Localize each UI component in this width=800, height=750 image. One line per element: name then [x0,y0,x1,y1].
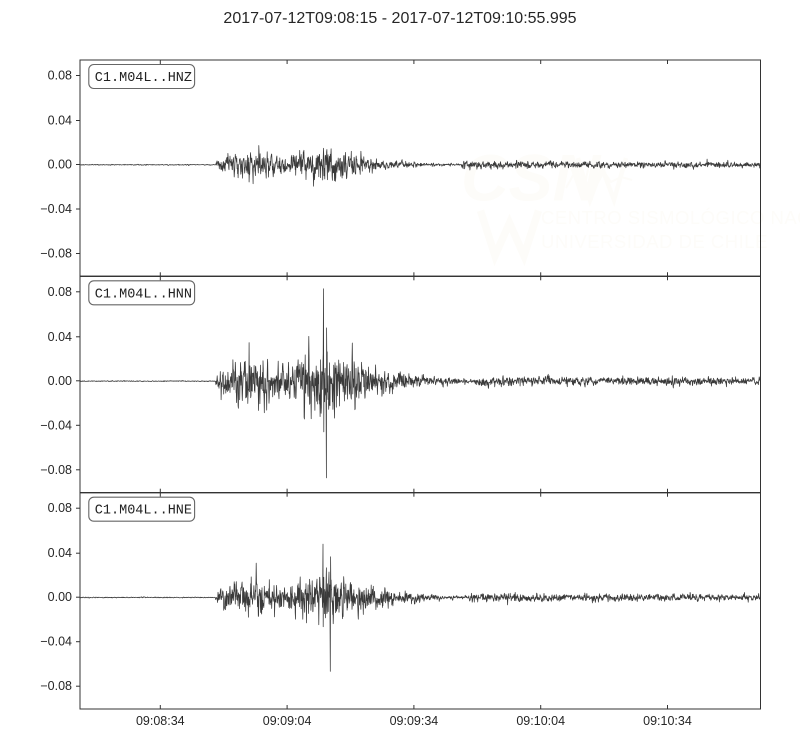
svg-text:0.00: 0.00 [48,158,72,172]
svg-text:0.08: 0.08 [48,501,72,515]
svg-text:0.08: 0.08 [48,285,72,299]
svg-text:09:10:04: 09:10:04 [516,714,565,728]
svg-text:C1.M04L..HNE: C1.M04L..HNE [95,504,192,519]
svg-text:−0.08: −0.08 [40,247,72,261]
svg-text:0.00: 0.00 [48,590,72,604]
svg-text:0.04: 0.04 [48,114,72,128]
svg-text:−0.08: −0.08 [40,463,72,477]
svg-text:09:09:04: 09:09:04 [263,714,312,728]
svg-text:09:09:34: 09:09:34 [390,714,439,728]
svg-text:09:10:34: 09:10:34 [643,714,692,728]
svg-text:C1.M04L..HNN: C1.M04L..HNN [95,287,192,302]
svg-text:−0.04: −0.04 [40,418,72,432]
svg-text:C1.M04L..HNZ: C1.M04L..HNZ [95,71,192,86]
svg-text:0.00: 0.00 [48,374,72,388]
svg-text:−0.04: −0.04 [40,202,72,216]
svg-text:−0.08: −0.08 [40,679,72,693]
svg-text:2017-07-12T09:08:15 - 2017-0: 2017-07-12T09:08:15 - 2017-07-12T09:10:5… [223,10,576,27]
svg-text:0.08: 0.08 [48,69,72,83]
svg-text:−0.04: −0.04 [40,635,72,649]
svg-text:0.04: 0.04 [48,330,72,344]
svg-text:09:08:34: 09:08:34 [136,714,185,728]
svg-text:0.04: 0.04 [48,546,72,560]
